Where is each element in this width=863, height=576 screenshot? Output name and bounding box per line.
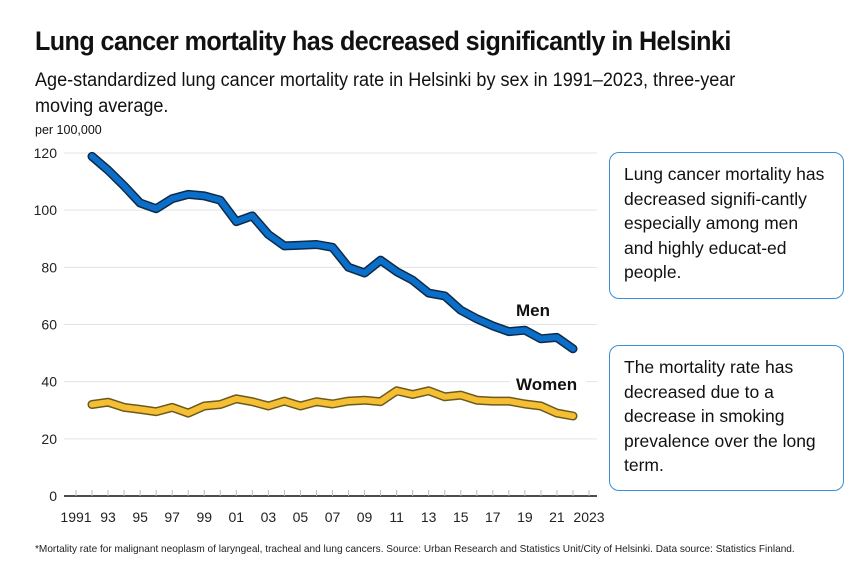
x-tick-label-1995: 95 — [132, 509, 148, 525]
y-tick-label-40: 40 — [41, 374, 57, 390]
x-tick-label-2009: 09 — [357, 509, 373, 525]
x-axis: 1991 93 95 97 99 01 03 05 07 09 11 13 15 17 19 21 2023 — [60, 490, 605, 525]
y-axis-unit-label: per 100,000 — [35, 123, 102, 137]
x-tick-label-1999: 99 — [196, 509, 212, 525]
x-tick-label-2017: 17 — [485, 509, 501, 525]
series-line-women — [89, 387, 576, 419]
y-tick-label-60: 60 — [41, 317, 57, 333]
y-axis-ticks: 0 20 40 60 80 100 120 — [34, 145, 58, 504]
series-label-women-bg — [510, 372, 586, 392]
x-tick-label-2023: 2023 — [573, 509, 604, 525]
series-label-men: Men — [516, 301, 550, 320]
x-tick-label-1993: 93 — [100, 509, 116, 525]
y-tick-label-20: 20 — [41, 431, 57, 447]
x-tick-label-2013: 13 — [421, 509, 437, 525]
x-tick-label-1997: 97 — [164, 509, 180, 525]
y-tick-label-80: 80 — [41, 259, 57, 275]
x-tick-label-2011: 11 — [389, 509, 404, 525]
y-tick-label-100: 100 — [34, 202, 58, 218]
x-tick-label-2019: 19 — [517, 509, 533, 525]
source-footnote: *Mortality rate for malignant neoplasm o… — [35, 543, 795, 555]
series-outline-men — [87, 151, 578, 354]
series-label-women: Women — [516, 375, 577, 394]
x-tick-label-2007: 07 — [325, 509, 341, 525]
chart-title: Lung cancer mortality has decreased sign… — [35, 26, 731, 56]
x-tick-label-2021: 21 — [549, 509, 565, 525]
y-tick-label-0: 0 — [49, 488, 57, 504]
x-tick-label-2015: 15 — [453, 509, 469, 525]
series-lines — [87, 151, 578, 421]
x-tick-label-2003: 03 — [261, 509, 277, 525]
callout-box-men-decrease: Lung cancer mortality has decreased sign… — [609, 152, 844, 299]
x-tick-label-2005: 05 — [293, 509, 309, 525]
x-tick-label-2001: 01 — [229, 509, 245, 525]
series-labels: Men Women — [510, 301, 586, 394]
y-tick-label-120: 120 — [34, 145, 58, 161]
series-line-men — [89, 153, 576, 352]
gridlines — [64, 152, 597, 440]
x-tick-label-1991: 1991 — [60, 509, 91, 525]
callout-box-smoking: The mortality rate has decreased due to … — [609, 345, 844, 491]
chart-subtitle: Age-standardized lung cancer mortality r… — [35, 70, 736, 117]
